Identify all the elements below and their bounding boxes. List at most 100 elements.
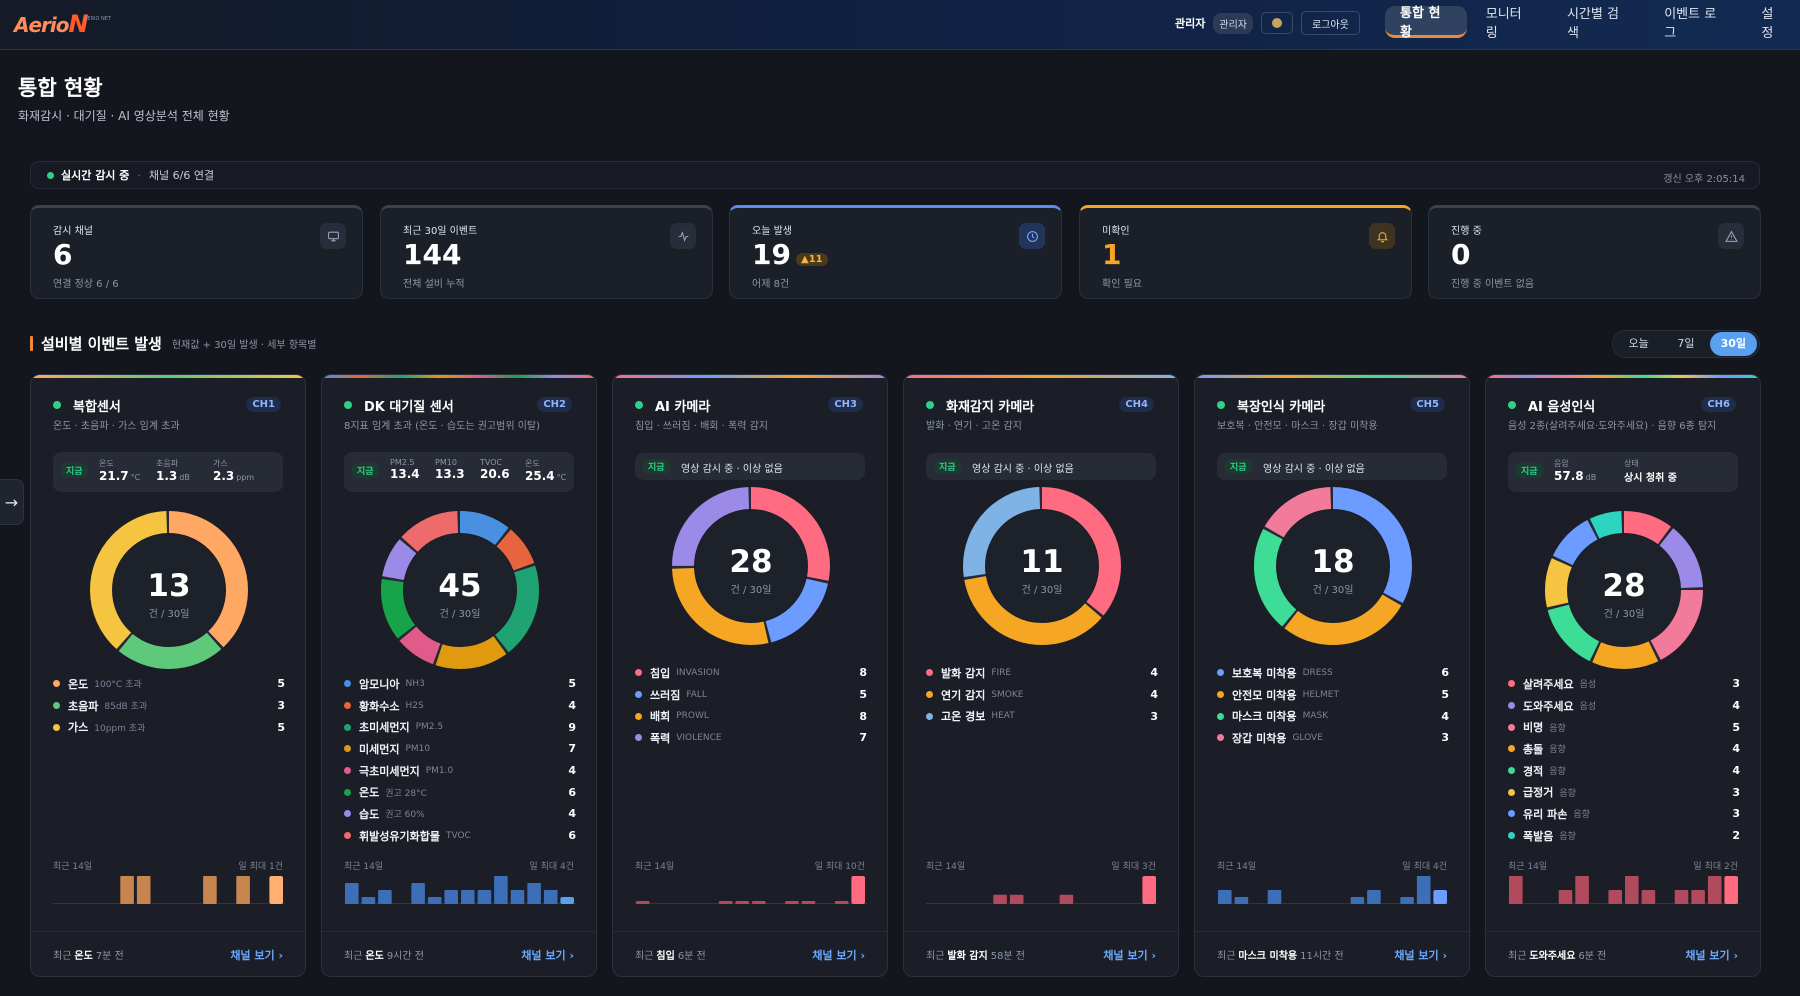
side-panel-toggle-arrow-icon[interactable]: →: [0, 479, 24, 525]
card-title: AI 카메라: [655, 400, 711, 415]
theme-toggle-button[interactable]: [1260, 12, 1293, 34]
metric-label: TVOC: [480, 458, 503, 467]
legend-item[interactable]: 살려주세요 음성 3: [1508, 673, 1740, 695]
legend-dot-icon: [1508, 680, 1515, 688]
device-card-ch4[interactable]: 화재감지 카메라 CH4 발화 · 연기 · 고온 감지 지금 영상 감시 중 · 이상…: [903, 374, 1179, 977]
donut-total: 28: [729, 544, 773, 580]
metric-label: 가스: [213, 459, 228, 468]
legend-item[interactable]: 배회 PROWL 8: [635, 705, 867, 727]
stat-card-0[interactable]: 감시 채널 6 연결 정상 6 / 6: [30, 205, 363, 299]
stat-card-4[interactable]: 진행 중 0 진행 중 이벤트 없음: [1428, 205, 1761, 299]
legend-sub: 음향: [1573, 810, 1590, 821]
nav-tab-4[interactable]: 설정: [1761, 7, 1774, 41]
legend-item[interactable]: 온도 권고 28°C 6: [344, 781, 576, 803]
metric-label: PM2.5: [390, 458, 415, 467]
logo[interactable]: AerioN: [14, 10, 89, 38]
legend-item[interactable]: 안전모 미착용 HELMET 5: [1217, 684, 1449, 706]
device-card-ch2[interactable]: DK 대기질 센서 CH2 8지표 임계 초과 (온도 · 습도는 권고범위 이탈)…: [321, 374, 597, 977]
legend-item[interactable]: 황화수소 H2S 4: [344, 695, 576, 717]
status-message: 영상 감시 중 · 이상 없음: [972, 464, 1074, 475]
donut-slice: [672, 487, 830, 645]
period-option-2[interactable]: 30일: [1709, 332, 1757, 356]
legend-count: 5: [568, 677, 576, 691]
donut-slice: [90, 511, 248, 669]
legend-item[interactable]: 급정거 음향 3: [1508, 781, 1740, 803]
spark-bar: [120, 876, 134, 904]
view-channel-link[interactable]: 채널 보기 ›: [1685, 949, 1738, 962]
current-values: 지금 음압 57.8 dB 상태 상시 청취 중: [1508, 452, 1738, 492]
legend-item[interactable]: 극초미세먼지 PM1.0 4: [344, 760, 576, 782]
legend-sub: 10ppm 초과: [94, 723, 146, 734]
legend-count: 7: [568, 742, 576, 756]
donut-slice: [963, 487, 1121, 645]
period-option-1[interactable]: 7일: [1677, 337, 1695, 350]
event-legend: 보호복 미착용 DRESS 6 안전모 미착용 HELMET 5 마스크 미착용 MASK 4 장…: [1217, 662, 1449, 749]
legend-item[interactable]: 보호복 미착용 DRESS 6: [1217, 662, 1449, 684]
device-card-ch3[interactable]: AI 카메라 CH3 침입 · 쓰러짐 · 배회 · 폭력 감지 지금 영상 감시 중 …: [612, 374, 888, 977]
device-card-ch6[interactable]: AI 음성인식 CH6 음성 2종(살려주세요·도와주세요) · 음향 6종 탐지 지…: [1485, 374, 1761, 977]
legend-name: 발화 감지: [941, 666, 986, 680]
online-dot-icon: [926, 401, 934, 409]
legend-item[interactable]: 경적 음향 4: [1508, 760, 1740, 782]
period-option-0[interactable]: 오늘: [1628, 337, 1649, 350]
online-dot-icon: [1217, 401, 1225, 409]
metric: 가스 2.3 ppm: [213, 458, 254, 483]
channel-badge: CH4: [1119, 397, 1154, 412]
live-status: 실시간 감시 중: [61, 169, 130, 182]
legend-item[interactable]: 쓰러짐 FALL 5: [635, 684, 867, 706]
legend-item[interactable]: 폭발음 음향 2: [1508, 825, 1740, 847]
nav-tab-0[interactable]: 통합 현황: [1385, 6, 1467, 40]
view-channel-link[interactable]: 채널 보기 ›: [1394, 949, 1447, 962]
top-bar: AerioN AERIO NET 관리자 관리자 로그아웃 통합 현황 모니터링 시…: [0, 0, 1800, 50]
legend-item[interactable]: 침입 INVASION 8: [635, 662, 867, 684]
stat-card-3[interactable]: 미확인 1 확인 필요: [1079, 205, 1412, 299]
legend-item[interactable]: 초미세먼지 PM2.5 9: [344, 716, 576, 738]
legend-item[interactable]: 가스 10ppm 초과 5: [53, 716, 285, 738]
stat-card-2[interactable]: 오늘 발생 19 ▲11 어제 8건: [729, 205, 1062, 299]
legend-sub: PROWL: [676, 711, 709, 722]
legend-item[interactable]: 발화 감지 FIRE 4: [926, 662, 1158, 684]
legend-item[interactable]: 연기 감지 SMOKE 4: [926, 684, 1158, 706]
recent-event-time: 58분 전: [990, 951, 1026, 962]
legend-count: 4: [1732, 699, 1740, 713]
stat-card-1[interactable]: 최근 30일 이벤트 144 전체 설비 누적: [380, 205, 713, 299]
view-channel-link[interactable]: 채널 보기 ›: [521, 949, 574, 962]
legend-count: 3: [1150, 709, 1158, 723]
current-status: 지금 영상 감시 중 · 이상 없음: [1217, 453, 1447, 480]
donut-slice: [1545, 511, 1703, 669]
legend-item[interactable]: 고온 경보 HEAT 3: [926, 705, 1158, 727]
view-channel-link[interactable]: 채널 보기 ›: [1103, 949, 1156, 962]
nav-tab-3[interactable]: 이벤트 로그: [1664, 7, 1717, 41]
legend-item[interactable]: 초음파 85dB 초과 3: [53, 695, 285, 717]
nav-tab-1[interactable]: 모니터링: [1485, 7, 1522, 41]
donut-unit-label: 건 / 30일: [1312, 585, 1354, 596]
legend-sub: 음성: [1579, 680, 1597, 691]
legend-name: 온도: [68, 677, 89, 691]
device-card-ch5[interactable]: 복장인식 카메라 CH5 보호복 · 안전모 · 마스크 · 장갑 미착용 지금 영상 …: [1194, 374, 1470, 977]
legend-item[interactable]: 비명 음향 5: [1508, 716, 1740, 738]
legend-item[interactable]: 습도 권고 60% 4: [344, 803, 576, 825]
recent-event-item: 발화 감지: [947, 951, 988, 962]
status-message: 영상 감시 중 · 이상 없음: [1263, 464, 1365, 475]
legend-sub: 권고 28°C: [385, 788, 427, 799]
legend-item[interactable]: 총돌 음향 4: [1508, 738, 1740, 760]
logout-button[interactable]: 로그아웃: [1300, 11, 1360, 35]
legend-item[interactable]: 장갑 미착용 GLOVE 3: [1217, 727, 1449, 749]
legend-item[interactable]: 유리 파손 음향 3: [1508, 803, 1740, 825]
legend-count: 4: [1441, 709, 1449, 723]
donut-slice: [1254, 487, 1412, 645]
legend-item[interactable]: 암모니아 NH3 5: [344, 673, 576, 695]
legend-item[interactable]: 도와주세요 음성 4: [1508, 695, 1740, 717]
view-channel-link[interactable]: 채널 보기 ›: [230, 949, 283, 962]
nav-tab-2[interactable]: 시간별 검색: [1567, 7, 1619, 41]
device-card-ch1[interactable]: 복합센서 CH1 온도 · 초음파 · 가스 임계 초과 지금 온도 21.7 °C 초음파 1…: [30, 374, 306, 977]
legend-item[interactable]: 휘발성유기화합물 TVOC 6: [344, 825, 576, 847]
legend-sub: 음향: [1549, 723, 1566, 734]
legend-item[interactable]: 폭력 VIOLENCE 7: [635, 727, 867, 749]
legend-item[interactable]: 온도 100°C 초과 5: [53, 673, 285, 695]
legend-item[interactable]: 미세먼지 PM10 7: [344, 738, 576, 760]
view-channel-link[interactable]: 채널 보기 ›: [812, 949, 865, 962]
legend-name: 습도: [359, 807, 380, 821]
spark-bar: [477, 890, 492, 904]
legend-item[interactable]: 마스크 미착용 MASK 4: [1217, 705, 1449, 727]
